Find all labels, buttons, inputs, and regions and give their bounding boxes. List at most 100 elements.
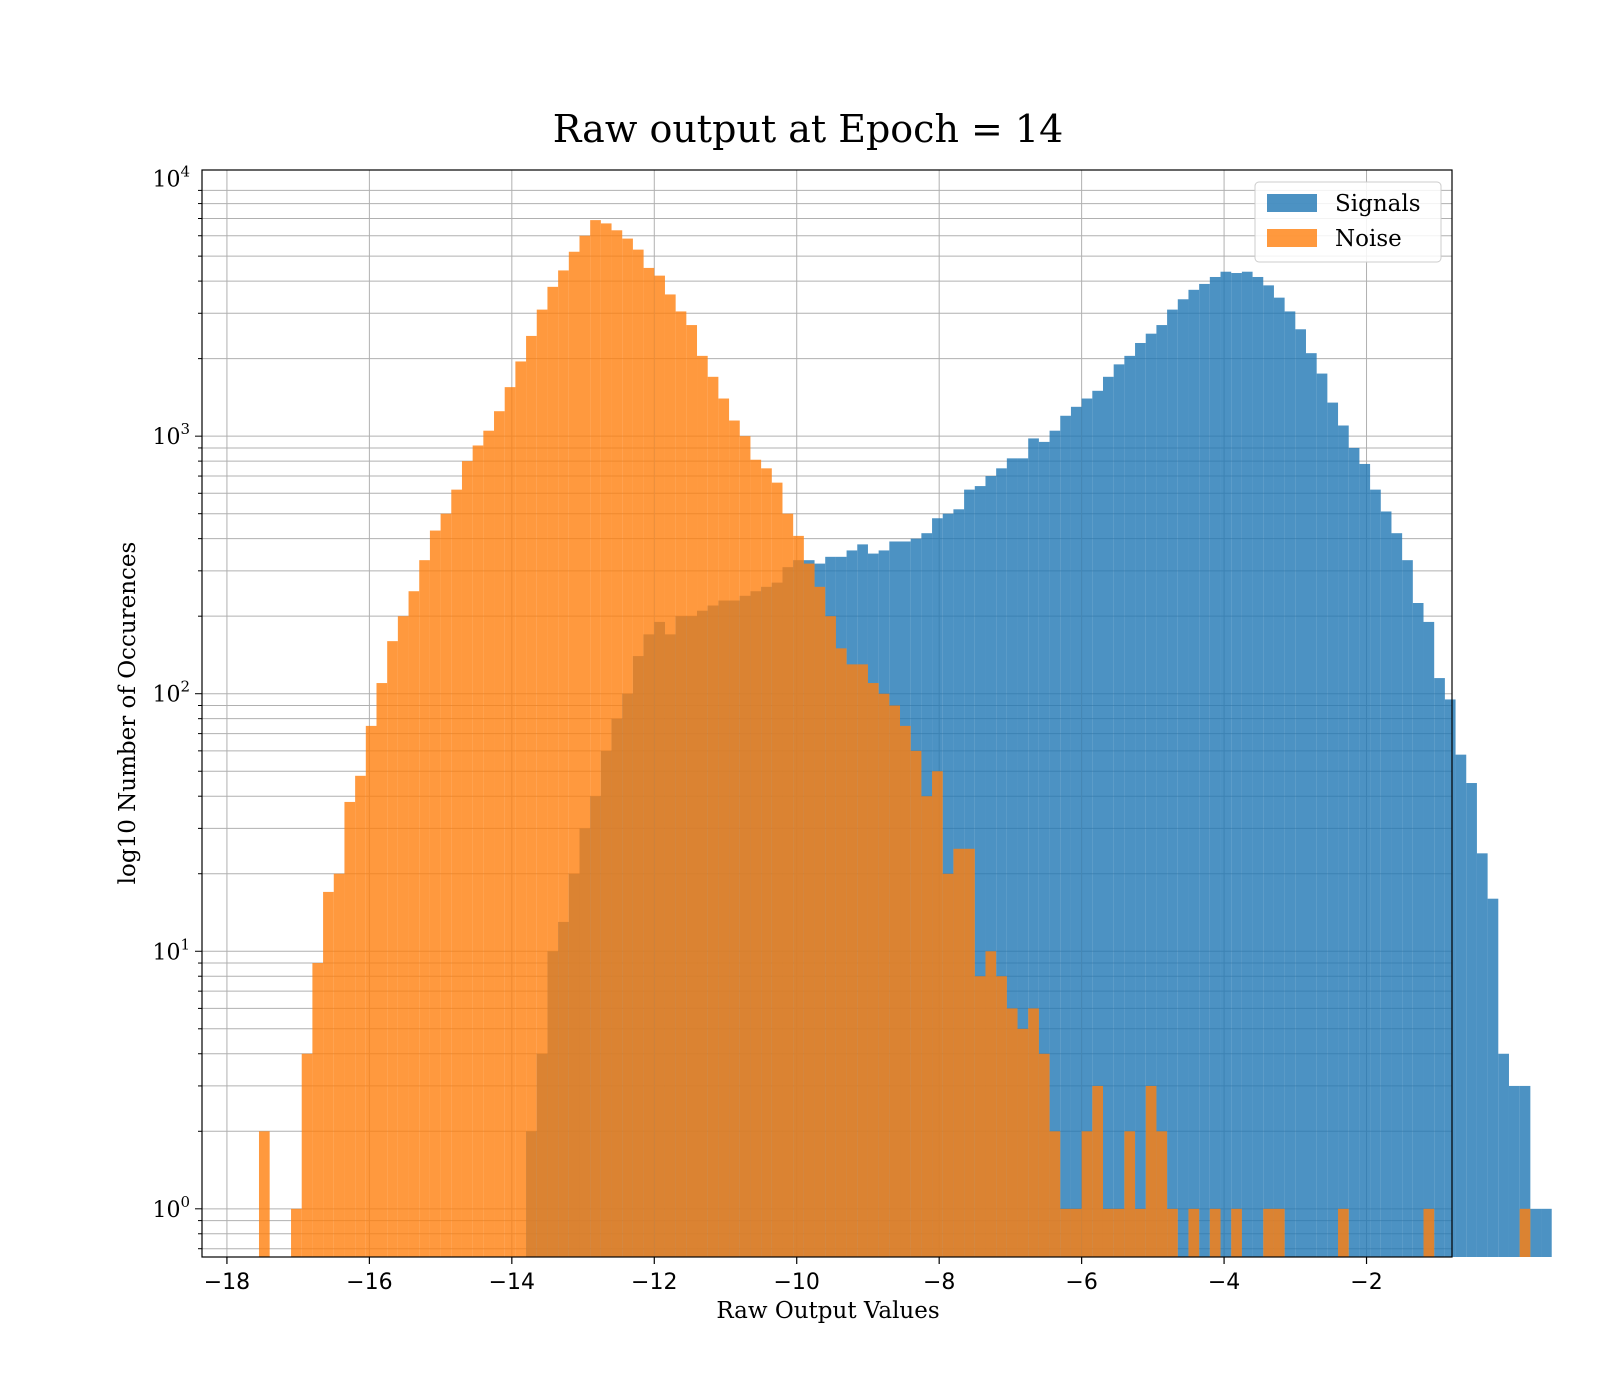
bar-signals [1092, 390, 1103, 1258]
bar-noise [942, 873, 954, 1257]
bar-noise [579, 235, 591, 1257]
bar-noise [1070, 1208, 1082, 1257]
bar-noise [526, 335, 537, 1258]
bar-noise [1081, 1131, 1093, 1257]
bar-noise [622, 238, 633, 1258]
y-tick-label: 100 [152, 1193, 190, 1223]
bar-signals [1017, 458, 1029, 1257]
chart-title: Raw output at Epoch = 14 [553, 107, 1064, 151]
x-tick-label: −16 [346, 1270, 392, 1295]
bar-signals [1487, 898, 1499, 1257]
bar-signals [1530, 1208, 1542, 1257]
bar-signals [1455, 754, 1467, 1257]
bar-noise [953, 848, 965, 1257]
bar-noise [1338, 1208, 1349, 1257]
x-tick-label: −6 [1065, 1270, 1097, 1295]
x-tick-label: −14 [489, 1270, 535, 1295]
bar-noise [440, 513, 452, 1257]
bar-noise [558, 270, 569, 1257]
bar-signals [1348, 447, 1360, 1257]
bar-noise [707, 376, 719, 1257]
bar-noise [996, 976, 1007, 1257]
bar-noise [932, 771, 943, 1257]
bar-signals [1338, 425, 1349, 1257]
bar-noise [857, 664, 868, 1257]
bar-noise [1231, 1208, 1242, 1257]
x-tick-label: −8 [923, 1270, 955, 1295]
x-axis-ticks: −18 −16 −14 −12 −10 −8 −6 −4 −2 [204, 1257, 1383, 1295]
bar-noise [729, 420, 740, 1257]
bar-signals [1541, 1208, 1552, 1257]
x-tick-label: −4 [1208, 1270, 1240, 1295]
bar-signals [1370, 489, 1381, 1258]
x-axis-label: Raw Output Values [716, 1298, 939, 1324]
bar-signals [1081, 398, 1093, 1257]
bar-noise [964, 848, 975, 1257]
bar-signals [1508, 1085, 1520, 1257]
x-tick-label: −12 [631, 1270, 677, 1295]
bar-noise [985, 951, 997, 1257]
y-tick-label: 101 [152, 935, 190, 965]
bar-noise [697, 355, 708, 1257]
bar-noise [312, 963, 324, 1257]
bar-signals [1316, 373, 1328, 1257]
bar-signals [1402, 560, 1413, 1257]
bar-noise [1124, 1131, 1136, 1257]
bar-signals [1124, 355, 1136, 1257]
bar-noise [494, 411, 505, 1257]
bar-noise [568, 251, 580, 1257]
bar-signals [1028, 438, 1039, 1257]
bar-noise [1263, 1208, 1274, 1257]
bar-signals [1070, 406, 1082, 1257]
bar-signals [1284, 311, 1296, 1257]
bar-noise [387, 641, 398, 1257]
bar-noise [1145, 1085, 1157, 1257]
bar-noise [590, 220, 601, 1258]
bar-noise [846, 664, 858, 1257]
bar-noise [654, 275, 665, 1257]
bar-noise [355, 775, 366, 1257]
bar-noise [718, 398, 730, 1257]
bar-signals [1209, 276, 1221, 1258]
bar-noise [1006, 1008, 1018, 1257]
bar-noise [1017, 1028, 1029, 1257]
bar-noise [323, 891, 334, 1257]
bar-signals [996, 468, 1007, 1257]
y-tick-label: 102 [152, 678, 190, 708]
bar-signals [1060, 415, 1071, 1258]
bar-noise [750, 459, 762, 1257]
bar-noise [1273, 1208, 1285, 1257]
bar-signals [1273, 297, 1285, 1257]
bar-noise [771, 482, 783, 1257]
bar-noise [739, 436, 751, 1257]
bar-signals [1498, 1053, 1509, 1257]
bar-signals [1359, 463, 1371, 1257]
bar-noise [1209, 1208, 1221, 1257]
bar-signals [1188, 289, 1200, 1258]
legend: Signals Noise [1254, 181, 1442, 263]
bar-signals [1434, 678, 1445, 1257]
bar-signals [1038, 441, 1050, 1257]
bar-signals [1145, 333, 1157, 1257]
legend-label-noise: Noise [1335, 226, 1402, 252]
bar-signals [1135, 342, 1146, 1258]
bar-noise [483, 430, 495, 1258]
bar-noise [600, 223, 612, 1258]
y-axis-label: log10 Number of Occurences [115, 542, 141, 885]
bar-signals [1476, 853, 1488, 1257]
bar-noise [419, 560, 430, 1257]
plot-frame [201, 169, 1453, 1258]
bar-noise [1092, 1085, 1103, 1257]
bar-signals [1156, 325, 1168, 1257]
bar-noise [301, 1053, 313, 1257]
legend-label-signals: Signals [1335, 191, 1421, 217]
bar-noise [611, 230, 623, 1257]
bar-noise [397, 616, 409, 1257]
bar-signals [974, 486, 986, 1257]
bar-signals [1466, 783, 1477, 1257]
bar-noise [333, 873, 345, 1257]
bar-signals [985, 476, 997, 1257]
bar-signals [1199, 283, 1210, 1257]
bar-noise [1156, 1131, 1168, 1257]
bar-noise [1102, 1208, 1114, 1257]
